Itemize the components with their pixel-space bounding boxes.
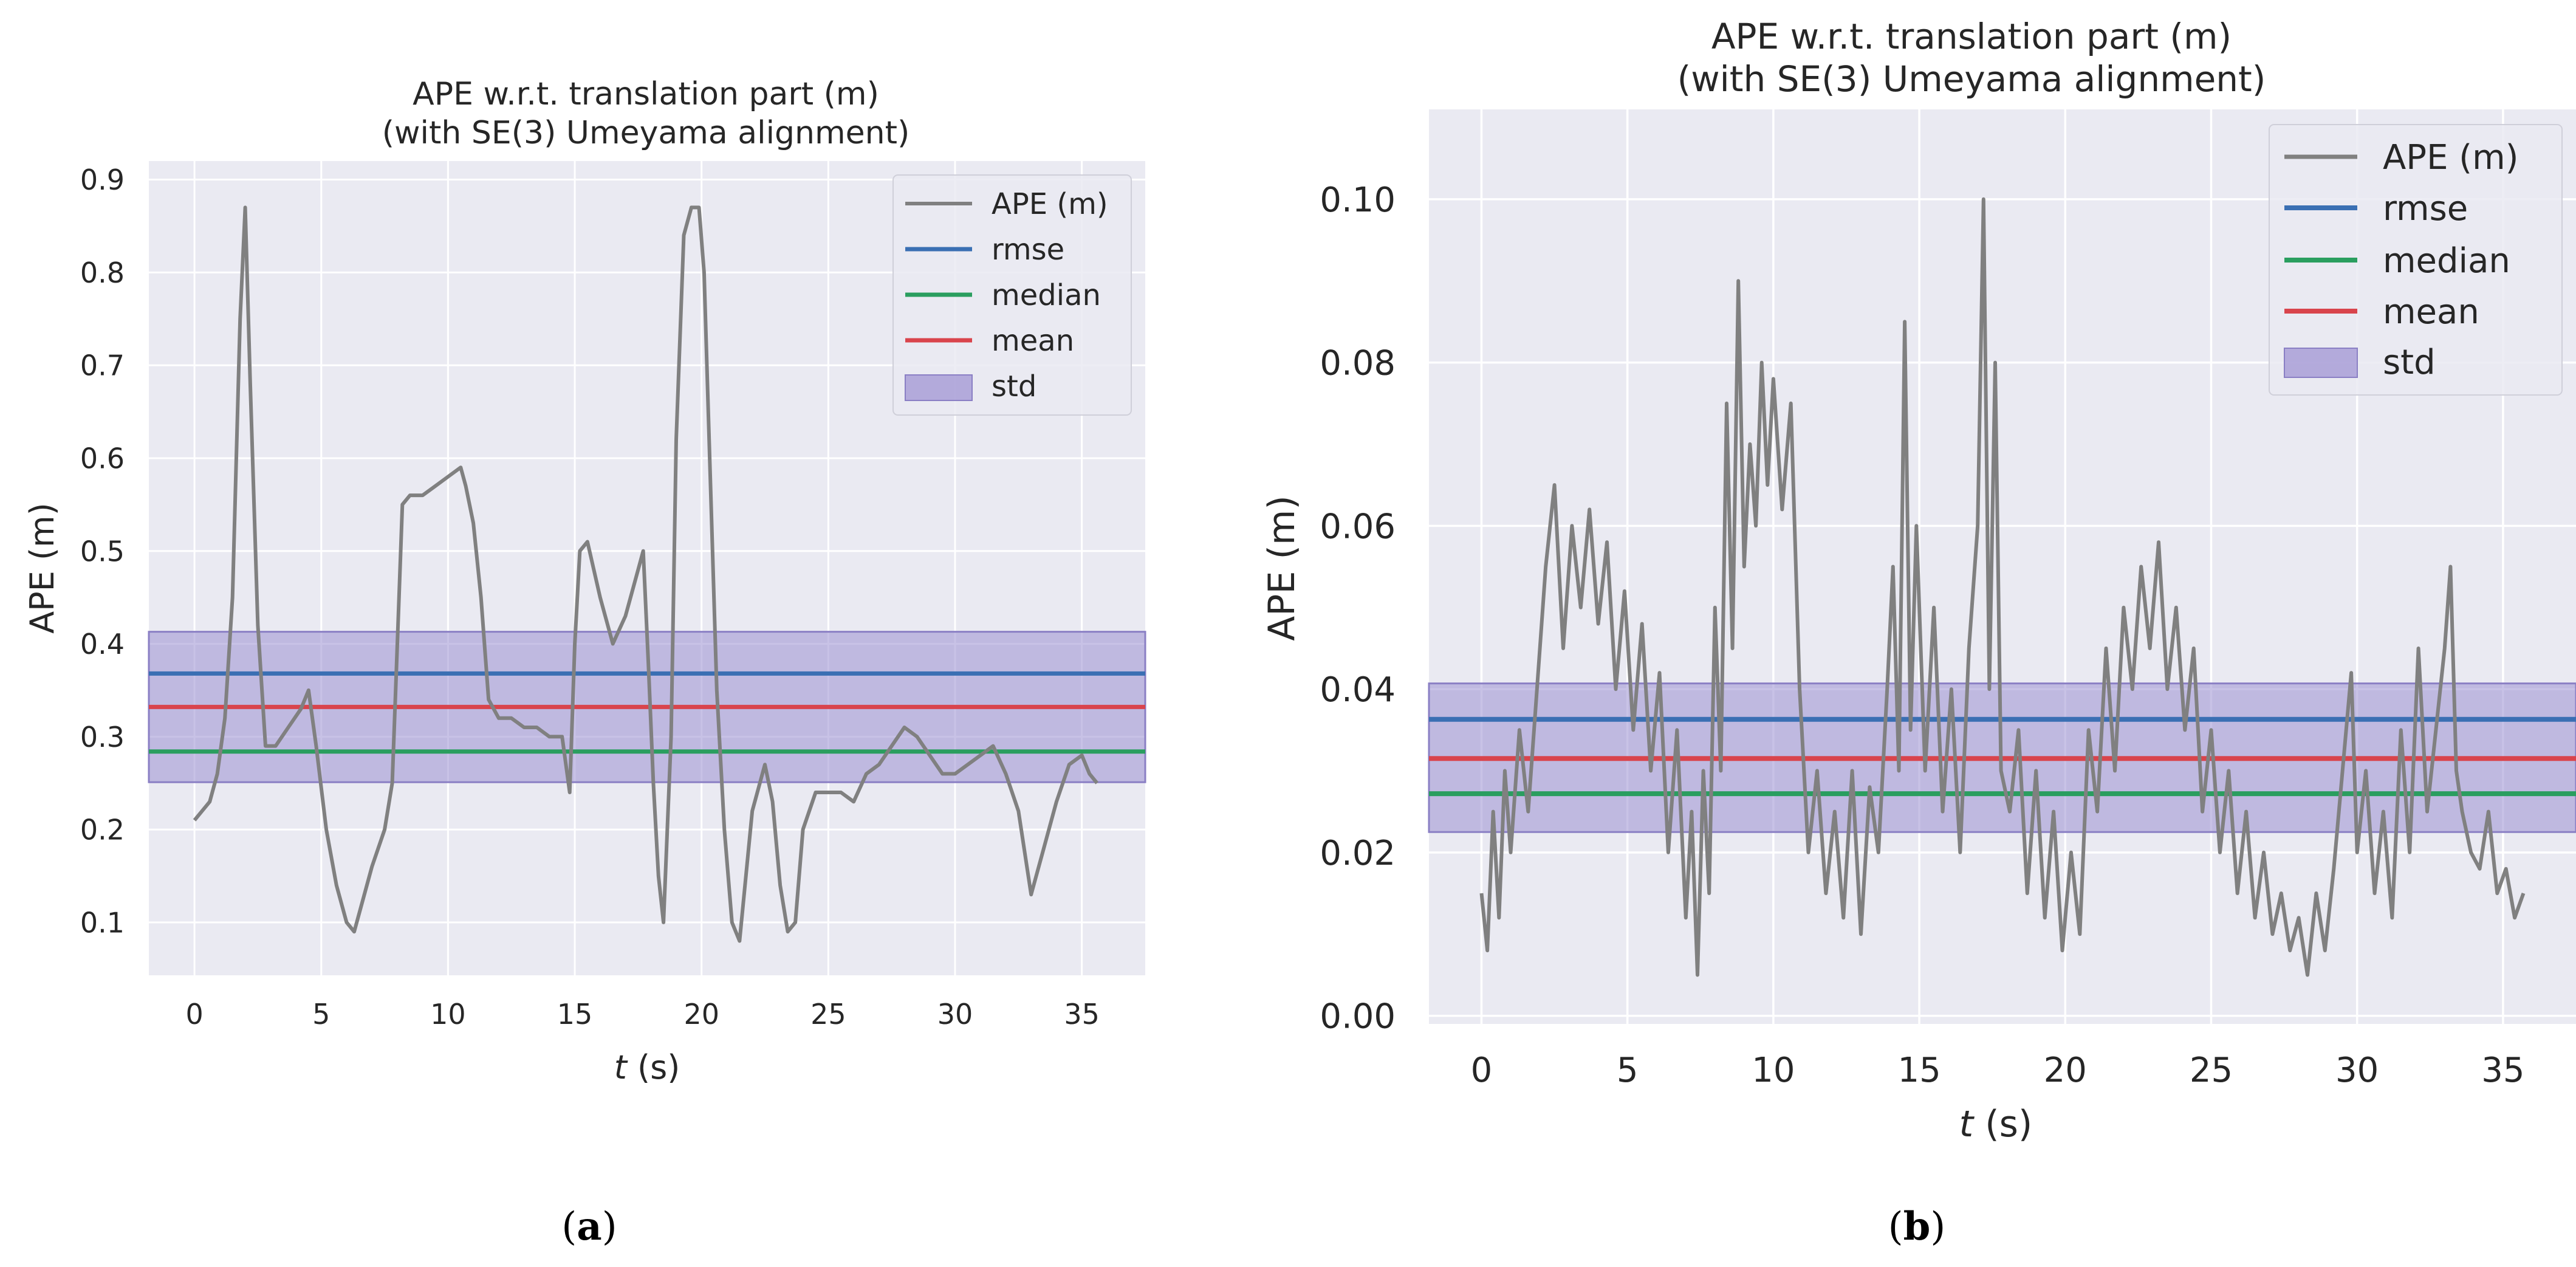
a-x-tick-label: 15 bbox=[557, 998, 593, 1031]
a-x-tick-label: 25 bbox=[810, 998, 846, 1031]
panel-a-legend: APE (m) rmse median mean std bbox=[892, 174, 1132, 416]
panel-a-x-axis-label: t (s) bbox=[614, 1048, 680, 1087]
panel-b-caption: (b) bbox=[1888, 1204, 1946, 1249]
b-x-tick-label: 0 bbox=[1471, 1051, 1493, 1090]
panel-a-caption-letter: a bbox=[577, 1204, 601, 1249]
panel-b-y-ticks: 0.00 0.02 0.04 0.06 0.08 0.10 bbox=[1320, 180, 1396, 1037]
panel-b-legend: APE (m) rmse median mean std bbox=[2269, 124, 2563, 396]
b-x-tick-label: 35 bbox=[2481, 1051, 2524, 1090]
b-y-tick-label: 0.10 bbox=[1320, 180, 1396, 220]
panel-b-legend-rmse: rmse bbox=[2383, 189, 2468, 228]
panel-b-legend-frame bbox=[2269, 124, 2563, 396]
panel-a-x-axis-label-var: t bbox=[614, 1048, 628, 1087]
panel-a-x-axis-label-unit: (s) bbox=[627, 1048, 680, 1087]
panel-b-subtitle: (with SE(3) Umeyama alignment) bbox=[1677, 58, 2266, 100]
a-y-tick-label: 0.9 bbox=[80, 163, 125, 196]
panel-a-y-ticks: 0.1 0.2 0.3 0.4 0.5 0.6 0.7 0.8 0.9 bbox=[80, 163, 125, 939]
panel-b-x-axis-label: t (s) bbox=[1959, 1103, 2033, 1145]
panel-a-legend-median: median bbox=[992, 278, 1101, 312]
panel-b-legend-median: median bbox=[2383, 241, 2510, 281]
a-x-tick-label: 10 bbox=[430, 998, 466, 1031]
a-y-tick-label: 0.2 bbox=[80, 814, 125, 846]
panel-a-x-ticks: 0 5 10 15 20 25 30 35 bbox=[185, 998, 1099, 1031]
a-y-tick-label: 0.1 bbox=[80, 906, 125, 939]
panel-b-legend-std-swatch bbox=[2284, 348, 2358, 378]
a-y-tick-label: 0.4 bbox=[80, 628, 125, 661]
panel-a-caption: (a) bbox=[561, 1204, 617, 1249]
panel-b-x-axis-label-unit: (s) bbox=[1973, 1103, 2032, 1145]
panel-b: APE w.r.t. translation part (m) (with SE… bbox=[1261, 16, 2576, 1249]
a-y-tick-label: 0.6 bbox=[80, 442, 125, 475]
panel-a: APE w.r.t. translation part (m) (with SE… bbox=[23, 76, 1146, 1249]
b-x-tick-label: 20 bbox=[2044, 1051, 2087, 1090]
b-y-tick-label: 0.06 bbox=[1320, 507, 1396, 546]
b-x-tick-label: 10 bbox=[1752, 1051, 1795, 1090]
a-y-tick-label: 0.7 bbox=[80, 349, 125, 382]
b-x-tick-label: 25 bbox=[2190, 1051, 2233, 1090]
b-x-tick-label: 15 bbox=[1897, 1051, 1941, 1090]
a-x-tick-label: 20 bbox=[683, 998, 719, 1031]
panel-b-caption-letter: b bbox=[1903, 1204, 1931, 1249]
panel-a-title: APE w.r.t. translation part (m) bbox=[413, 76, 879, 112]
panel-b-legend-std: std bbox=[2383, 343, 2436, 382]
b-y-tick-label: 0.08 bbox=[1320, 344, 1396, 383]
panel-b-x-axis-label-var: t bbox=[1959, 1103, 1975, 1145]
b-y-tick-label: 0.02 bbox=[1320, 834, 1396, 873]
panel-b-grid bbox=[1429, 109, 2576, 1024]
panel-a-legend-mean: mean bbox=[992, 324, 1074, 358]
panel-b-title: APE w.r.t. translation part (m) bbox=[1711, 16, 2232, 57]
panel-a-subtitle: (with SE(3) Umeyama alignment) bbox=[382, 115, 910, 151]
a-x-tick-label: 5 bbox=[312, 998, 330, 1031]
panel-b-legend-ape: APE (m) bbox=[2383, 138, 2519, 177]
panel-a-y-axis-label: APE (m) bbox=[23, 503, 61, 634]
panel-a-legend-std-swatch bbox=[905, 374, 973, 401]
panel-b-legend-mean: mean bbox=[2383, 292, 2479, 332]
panel-a-legend-frame bbox=[892, 174, 1132, 416]
panel-a-ape-series bbox=[193, 205, 1099, 943]
panel-a-legend-ape: APE (m) bbox=[992, 187, 1108, 221]
a-y-tick-label: 0.5 bbox=[80, 535, 125, 568]
b-y-tick-label: 0.00 bbox=[1320, 997, 1396, 1037]
b-x-tick-label: 5 bbox=[1617, 1051, 1639, 1090]
a-y-tick-label: 0.8 bbox=[80, 256, 125, 289]
panel-b-x-ticks: 0 5 10 15 20 25 30 35 bbox=[1471, 1051, 2525, 1090]
panel-a-legend-rmse: rmse bbox=[992, 233, 1064, 267]
b-x-tick-label: 30 bbox=[2335, 1051, 2379, 1090]
panel-b-ape-series bbox=[1479, 197, 2526, 977]
a-x-tick-label: 0 bbox=[185, 998, 203, 1031]
a-x-tick-label: 30 bbox=[937, 998, 973, 1031]
a-x-tick-label: 35 bbox=[1064, 998, 1100, 1031]
panel-a-legend-std: std bbox=[992, 369, 1036, 403]
b-y-tick-label: 0.04 bbox=[1320, 670, 1396, 710]
panel-b-y-axis-label: APE (m) bbox=[1261, 495, 1303, 640]
a-y-tick-label: 0.3 bbox=[80, 721, 125, 754]
